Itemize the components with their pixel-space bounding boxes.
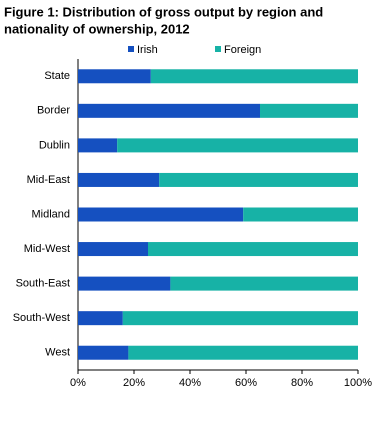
bar-segment bbox=[78, 207, 244, 222]
bar-segment bbox=[78, 103, 260, 118]
bar-segment bbox=[170, 276, 358, 291]
bar-segment bbox=[117, 138, 358, 153]
bar-segment bbox=[159, 172, 358, 187]
y-tick-label: Border bbox=[37, 105, 70, 117]
y-tick-label: Dublin bbox=[39, 139, 70, 151]
legend-label: Irish bbox=[137, 44, 158, 56]
bar-segment bbox=[78, 345, 129, 360]
y-tick-label: State bbox=[44, 70, 70, 82]
bar-segment bbox=[78, 242, 148, 257]
y-tick-label: Mid-West bbox=[24, 243, 70, 255]
x-tick-label: 40% bbox=[179, 377, 201, 389]
legend-label: Foreign bbox=[224, 44, 261, 56]
bar-segment bbox=[78, 276, 171, 291]
bar-segment bbox=[78, 138, 118, 153]
x-tick-label: 100% bbox=[344, 377, 372, 389]
bar-segment bbox=[128, 345, 358, 360]
bar-segment bbox=[122, 311, 358, 326]
y-tick-label: Midland bbox=[31, 208, 70, 220]
y-tick-label: South-West bbox=[13, 312, 70, 324]
x-tick-label: 0% bbox=[70, 377, 86, 389]
bar-segment bbox=[78, 172, 160, 187]
y-tick-label: Mid-East bbox=[27, 174, 70, 186]
legend-swatch bbox=[128, 46, 134, 52]
bar-segment bbox=[260, 103, 358, 118]
bar-segment bbox=[243, 207, 358, 222]
bar-segment bbox=[148, 242, 358, 257]
chart-title: Figure 1: Distribution of gross output b… bbox=[4, 4, 323, 19]
bar-segment bbox=[78, 69, 151, 84]
x-tick-label: 20% bbox=[123, 377, 145, 389]
bar-segment bbox=[150, 69, 358, 84]
x-tick-label: 80% bbox=[291, 377, 313, 389]
y-tick-label: South-East bbox=[16, 278, 70, 290]
bar-segment bbox=[78, 311, 123, 326]
chart-title: nationality of ownership, 2012 bbox=[4, 21, 190, 36]
x-tick-label: 60% bbox=[235, 377, 257, 389]
y-tick-label: West bbox=[45, 347, 70, 359]
legend-swatch bbox=[215, 46, 221, 52]
